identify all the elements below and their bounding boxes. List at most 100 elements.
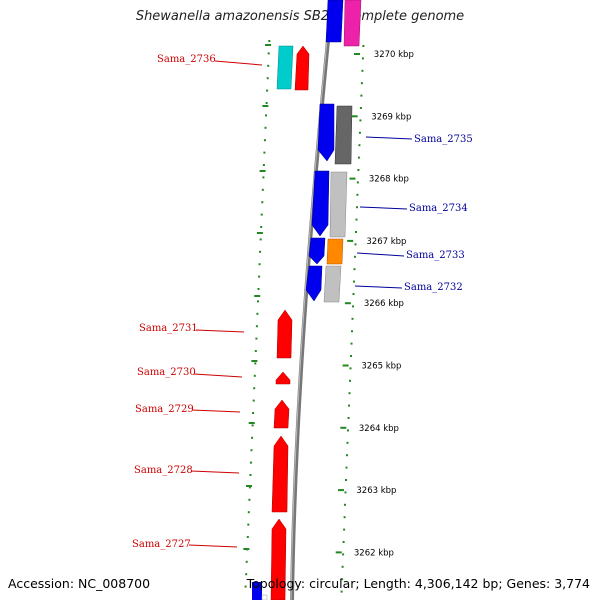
tick-dot bbox=[247, 511, 250, 514]
inner-tick-ring bbox=[243, 40, 272, 588]
gene-feature-sama-2731[interactable] bbox=[276, 309, 293, 359]
tick-dot bbox=[256, 312, 259, 315]
gene-feature-magenta-top[interactable] bbox=[343, 0, 362, 47]
tick-dot bbox=[343, 516, 346, 519]
tick-dot bbox=[267, 52, 270, 55]
gene-leader-line bbox=[193, 373, 243, 378]
gene-label-sama-2735[interactable]: Sama_2735 bbox=[414, 134, 473, 145]
tick-dot bbox=[351, 317, 354, 320]
gene-feature-lightgray-2732[interactable] bbox=[323, 265, 342, 303]
gene-label-sama-2730[interactable]: Sama_2730 bbox=[137, 367, 196, 378]
gene-feature-sama-2727[interactable] bbox=[270, 518, 287, 600]
gene-feature-sama-2729[interactable] bbox=[273, 399, 290, 429]
tick-dot bbox=[356, 206, 358, 209]
tick-dot bbox=[258, 275, 261, 278]
tick-dot bbox=[260, 213, 263, 216]
tick-dot bbox=[263, 151, 266, 154]
gene-feature-sama-2730[interactable] bbox=[275, 371, 291, 385]
tick-dot bbox=[262, 176, 265, 179]
gene-leader-line bbox=[190, 470, 240, 474]
gene-leader-line bbox=[195, 329, 245, 333]
gene-label-sama-2734[interactable]: Sama_2734 bbox=[409, 203, 468, 214]
gene-feature-sama-2733[interactable] bbox=[308, 237, 326, 265]
tick-dot bbox=[248, 486, 251, 489]
forward-strand-features bbox=[305, 0, 362, 303]
tick-dot bbox=[356, 181, 359, 184]
scale-tick-mark bbox=[347, 239, 354, 242]
tick-dot bbox=[343, 528, 346, 531]
tick-dot bbox=[349, 367, 352, 370]
tick-dot bbox=[354, 255, 356, 258]
tick-dot bbox=[360, 82, 363, 85]
gene-label-sama-2728[interactable]: Sama_2728 bbox=[134, 465, 193, 476]
tick-dot bbox=[252, 412, 255, 414]
outer-tick-ring bbox=[340, 45, 365, 593]
scale-tick-label: 3270 kbp bbox=[374, 50, 414, 60]
gene-label-sama-2727[interactable]: Sama_2727 bbox=[132, 539, 191, 550]
tick-dot bbox=[355, 218, 358, 221]
tick-dot bbox=[342, 541, 345, 543]
gene-feature-sama-2735[interactable] bbox=[317, 103, 335, 162]
gene-feature-blue-bottom[interactable] bbox=[252, 582, 262, 600]
gene-feature-lightgray-2734[interactable] bbox=[329, 171, 348, 238]
tick-dot bbox=[340, 590, 343, 593]
tick-dot bbox=[346, 441, 349, 444]
tick-dot bbox=[248, 498, 251, 501]
gene-feature-sama-2736[interactable] bbox=[294, 45, 310, 91]
gene-feature-sama-2734[interactable] bbox=[311, 170, 330, 237]
tick-dot bbox=[257, 288, 260, 290]
reverse-strand-features bbox=[252, 45, 310, 600]
tick-dash bbox=[259, 170, 266, 172]
genome-summary-text: Topology: circular; Length: 4,306,142 bp… bbox=[246, 576, 590, 591]
gene-feature-blue-top[interactable] bbox=[325, 0, 344, 43]
tick-dot bbox=[260, 226, 263, 228]
gene-label-sama-2736[interactable]: Sama_2736 bbox=[157, 54, 216, 65]
gene-label-sama-2731[interactable]: Sama_2731 bbox=[139, 323, 198, 334]
tick-dot bbox=[361, 69, 364, 72]
scale-tick-label: 3263 kbp bbox=[356, 486, 396, 496]
tick-dot bbox=[264, 139, 266, 142]
tick-dot bbox=[245, 573, 248, 576]
gene-leader-line bbox=[356, 252, 405, 257]
scale-tick-mark bbox=[354, 53, 360, 55]
tick-dot bbox=[345, 466, 348, 469]
tick-dot bbox=[249, 474, 252, 476]
tick-dot bbox=[262, 164, 265, 166]
gene-label-sama-2732[interactable]: Sama_2732 bbox=[404, 282, 463, 293]
tick-dash bbox=[243, 548, 250, 550]
gene-feature-cyan[interactable] bbox=[276, 45, 294, 90]
scale-tick-label: 3266 kbp bbox=[364, 299, 404, 309]
tick-dot bbox=[358, 144, 361, 147]
gene-label-sama-2733[interactable]: Sama_2733 bbox=[406, 250, 465, 261]
scale-tick-label: 3267 kbp bbox=[366, 237, 406, 247]
tick-dot bbox=[251, 436, 254, 439]
tick-dot bbox=[254, 362, 257, 365]
tick-dash bbox=[254, 295, 261, 297]
gene-feature-sama-2728[interactable] bbox=[271, 435, 289, 513]
scale-tick-mark bbox=[344, 302, 351, 305]
scale-tick-label: 3262 kbp bbox=[354, 548, 394, 558]
tick-dash bbox=[262, 105, 269, 107]
tick-dot bbox=[255, 337, 258, 340]
tick-dash bbox=[248, 422, 255, 424]
tick-dot bbox=[267, 64, 270, 67]
gene-feature-orange-2733[interactable] bbox=[326, 238, 344, 265]
gene-label-sama-2729[interactable]: Sama_2729 bbox=[135, 404, 194, 415]
tick-dot bbox=[361, 57, 364, 60]
tick-dot bbox=[244, 585, 247, 588]
tick-dot bbox=[266, 77, 269, 80]
gene-feature-sama-2732[interactable] bbox=[305, 265, 323, 302]
tick-dot bbox=[245, 560, 248, 563]
gene-feature-gray-2735[interactable] bbox=[334, 105, 353, 165]
tick-dot bbox=[261, 201, 264, 204]
tick-dash bbox=[256, 232, 263, 234]
tick-dot bbox=[360, 94, 363, 97]
gene-leader-line bbox=[354, 285, 403, 289]
gene-labels: Sama_2736 Sama_2735 Sama_2734 Sama_2733 Sama… bbox=[132, 54, 473, 550]
scale-tick-mark bbox=[338, 489, 344, 492]
scale-tick-labels: 3262 kbp 3263 kbp 3264 kbp 3265 kbp 3266 kbp… bbox=[335, 50, 414, 558]
tick-dot bbox=[250, 461, 252, 464]
genome-backbone-highlight bbox=[290, 0, 332, 600]
tick-dot bbox=[351, 330, 353, 333]
